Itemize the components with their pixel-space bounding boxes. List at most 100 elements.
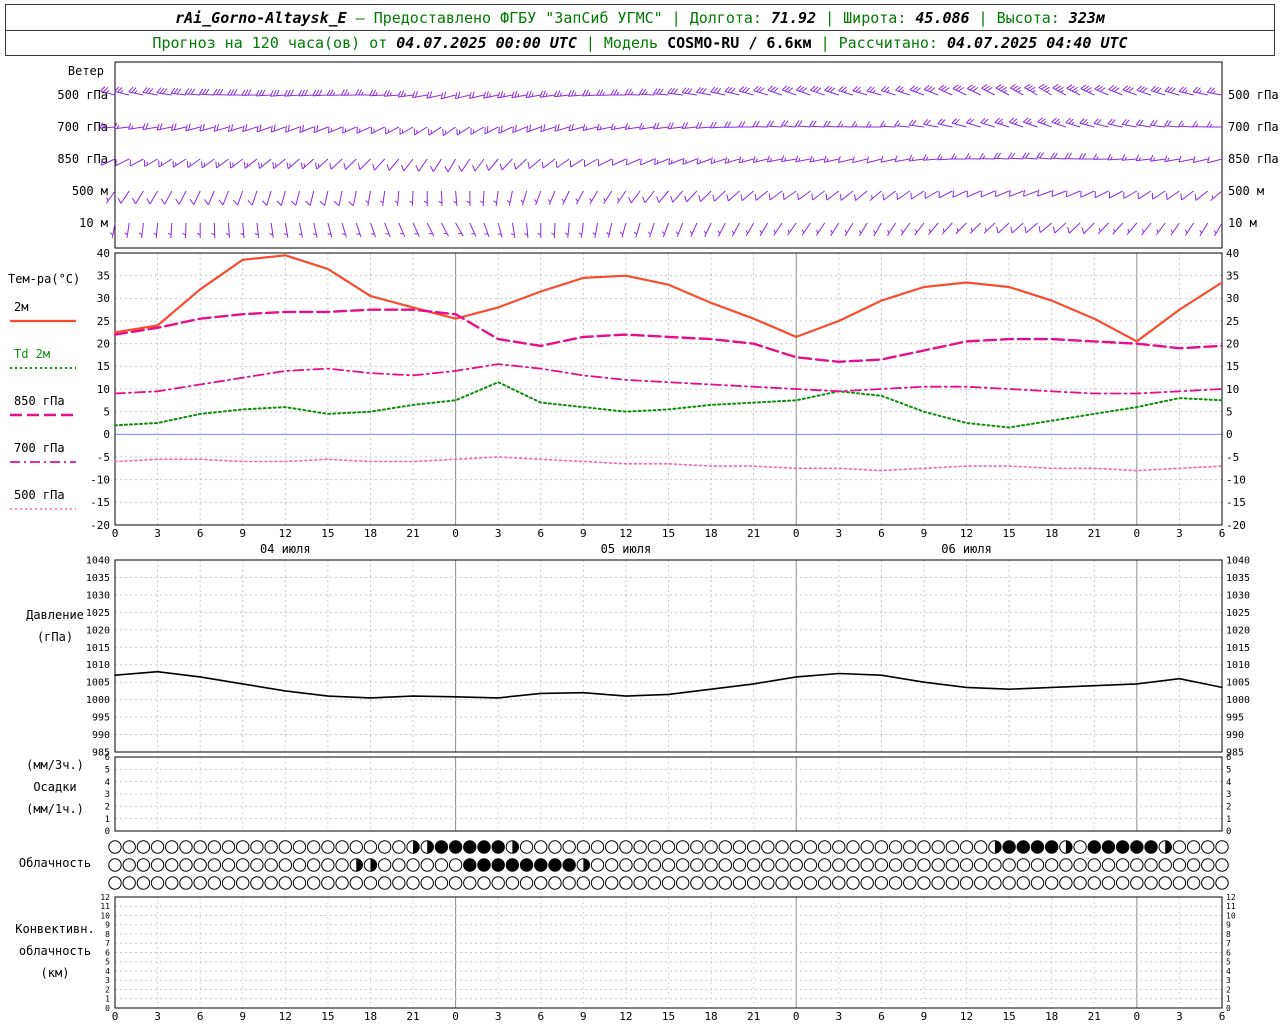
legend-line-sample (10, 367, 76, 369)
hour-tick-label: 6 (878, 527, 885, 540)
series-700 гПа (114, 363, 1223, 395)
hour-tick-label: 9 (920, 1010, 928, 1023)
hour-tick-label: 6 (537, 527, 545, 540)
hour-tick-label: 0 (792, 1010, 800, 1023)
svg-text:30: 30 (97, 292, 110, 305)
svg-text:4: 4 (105, 778, 110, 788)
svg-text:3: 3 (105, 976, 110, 985)
hour-tick-label: 6 (1218, 1010, 1226, 1023)
latitude-label: Широта: (843, 8, 907, 27)
svg-text:1025: 1025 (1226, 608, 1250, 619)
hour-tick-label: 12 (619, 527, 633, 540)
svg-text:10: 10 (97, 383, 110, 396)
series-500 гПа (114, 456, 1223, 472)
hour-tick-label: 18 (363, 1010, 378, 1023)
hour-tick-label: 21 (1087, 527, 1101, 540)
hour-tick-label: 3 (1176, 1010, 1183, 1023)
calc-label: Рассчитано: (838, 34, 938, 52)
svg-text:3: 3 (105, 790, 110, 800)
svg-text:0: 0 (1226, 827, 1231, 837)
hour-tick-label: 3 (494, 527, 502, 540)
hour-tick-label: 6 (196, 527, 204, 540)
svg-text:-20: -20 (1226, 519, 1246, 532)
hour-tick-label: 6 (878, 1010, 885, 1023)
legend-line-sample (10, 508, 76, 510)
hour-tick-label: 9 (920, 527, 928, 540)
wind-panel-title: Ветер (67, 64, 104, 78)
bottom-x-axis-hours: 0 3 6 9 12 15 18 21 0 3 6 9 12 15 18 21 0 3 6 9 12 15 18 21 0 3 6 (0, 1010, 1280, 1024)
legend-label: Td 2м (14, 347, 51, 361)
model-value: COSMO-RU / 6.6км (667, 34, 812, 52)
svg-text:5: 5 (1226, 765, 1231, 775)
svg-text:1010: 1010 (1226, 660, 1250, 671)
wind-level-row-4 (109, 222, 1223, 239)
svg-text:35: 35 (97, 270, 110, 283)
svg-text:7: 7 (105, 939, 110, 948)
svg-text:-20: -20 (90, 519, 110, 532)
svg-text:0: 0 (1226, 1004, 1231, 1013)
legend-entry-Td 2м: Td 2м (0, 347, 110, 372)
svg-text:-15: -15 (1226, 496, 1246, 509)
precip-label-line2: Осадки (33, 780, 77, 794)
hour-tick-label: 0 (792, 527, 800, 540)
hour-tick-label: 6 (1218, 527, 1226, 540)
date-label: 05 июля (600, 542, 652, 556)
convective-label-line1: Конвективн. (15, 922, 95, 936)
separator: | (585, 34, 595, 52)
hour-tick-label: 15 (661, 1010, 676, 1023)
hour-tick-label: 18 (1045, 1010, 1059, 1023)
svg-text:1: 1 (1226, 995, 1231, 1004)
svg-text:-10: -10 (1226, 474, 1246, 487)
hour-tick-label: 0 (111, 1010, 119, 1023)
header-line-2: Прогноз на 120 часа(ов) от 04.07.2025 00… (5, 30, 1275, 56)
svg-text:1005: 1005 (86, 678, 110, 689)
longitude-value: 71.92 (770, 8, 817, 27)
svg-text:500 м: 500 м (1228, 184, 1264, 198)
model-label: Модель (603, 34, 659, 52)
cloud-panel-title: Облачность (18, 856, 92, 870)
hour-tick-label: 0 (111, 527, 119, 540)
svg-text:700 гПа: 700 гПа (57, 120, 108, 134)
svg-text:990: 990 (92, 730, 110, 741)
hour-tick-label: 0 (1133, 527, 1141, 540)
pressure-label-line1: Давление (26, 608, 84, 622)
svg-text:7: 7 (1226, 939, 1231, 948)
svg-text:1040: 1040 (86, 556, 110, 567)
svg-text:1030: 1030 (1226, 590, 1250, 601)
legend-entry-850 гПа: 850 гПа (0, 394, 110, 419)
svg-text:4: 4 (1226, 778, 1231, 788)
svg-text:995: 995 (92, 713, 110, 724)
hour-tick-label: 12 (619, 1010, 633, 1023)
date-labels: 04 июля 05 июля 06 июля (0, 542, 1280, 556)
svg-text:5: 5 (1226, 958, 1231, 967)
series-2м (113, 254, 1224, 343)
svg-text:1015: 1015 (1226, 643, 1250, 654)
svg-text:1025: 1025 (86, 608, 110, 619)
hour-tick-label: 12 (959, 527, 974, 540)
svg-text:500 гПа: 500 гПа (1228, 88, 1279, 102)
svg-text:2: 2 (105, 802, 110, 812)
longitude-label: Долгота: (689, 8, 762, 27)
svg-text:10 м: 10 м (1228, 216, 1257, 230)
svg-text:12: 12 (1226, 893, 1236, 902)
svg-text:995: 995 (1226, 713, 1244, 724)
legend-entry-2м: 2м (0, 300, 110, 325)
svg-text:1010: 1010 (86, 660, 110, 671)
hour-tick-label: 9 (580, 1010, 587, 1023)
hour-tick-label: 12 (278, 1010, 292, 1023)
svg-text:1020: 1020 (1226, 625, 1250, 636)
svg-text:5: 5 (1226, 406, 1233, 419)
svg-text:1030: 1030 (86, 590, 110, 601)
svg-text:35: 35 (1226, 270, 1239, 283)
svg-text:1040: 1040 (1226, 556, 1250, 567)
svg-text:5: 5 (103, 406, 110, 419)
svg-text:20: 20 (1226, 338, 1239, 351)
temp-panel-title: Тем-ра(°C) (8, 272, 81, 286)
temperature-chart: -20 -20 -15 -15 -10 -10 -5 -5 0 0 5 5 10 10 15 15 20 20 25… (90, 247, 1246, 532)
svg-text:9: 9 (105, 921, 110, 930)
svg-text:40: 40 (1226, 247, 1239, 260)
precip-label-line3: (мм/1ч.) (26, 802, 84, 816)
svg-text:1020: 1020 (86, 625, 110, 636)
legend-line-sample (10, 413, 76, 417)
